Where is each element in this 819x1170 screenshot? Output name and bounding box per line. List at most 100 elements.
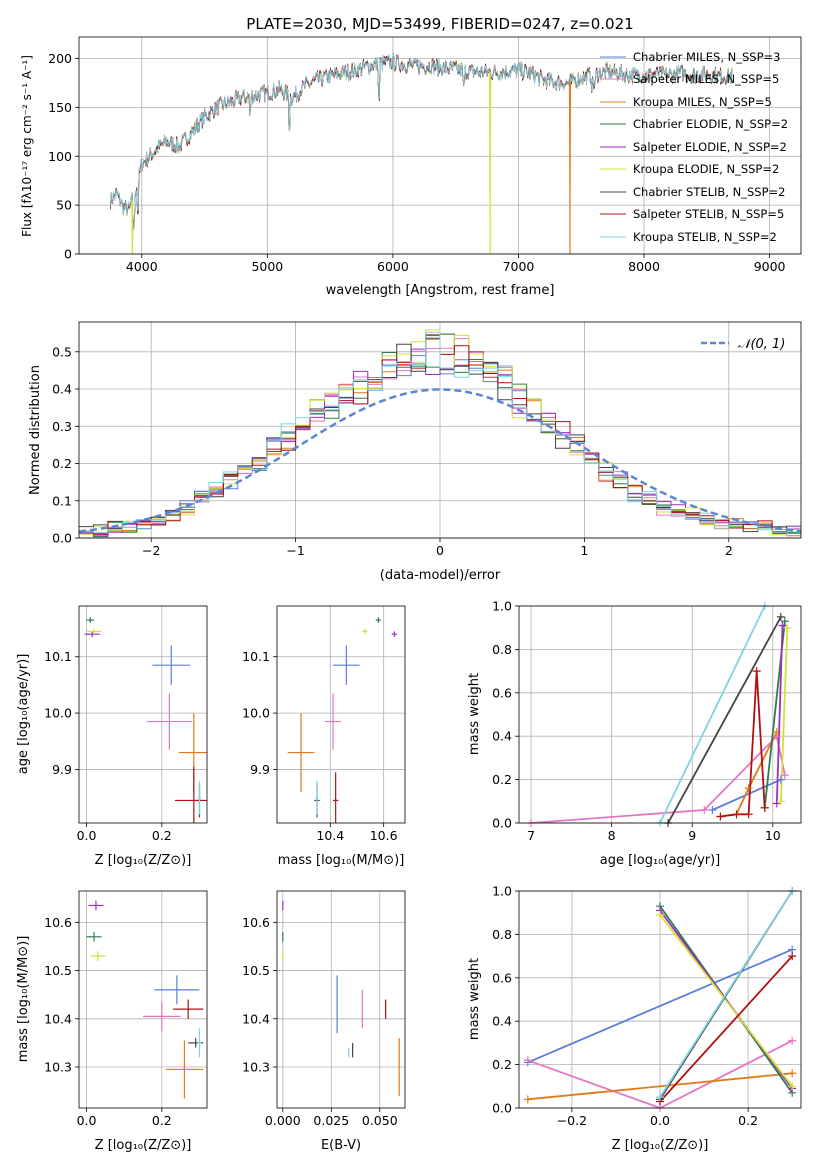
x-tick-label: 0.2 [152,828,172,843]
y-tick-label: 10.6 [242,915,270,930]
legend-item: Salpeter ELODIE, N_SSP=2 [600,140,787,154]
x-tick-label: 5000 [251,259,283,274]
legend-label: Kroupa MILES, N_SSP=5 [633,95,772,109]
y-tick-label: 0.4 [492,729,512,744]
weight-marker [752,667,761,676]
legend-item: Chabrier MILES, N_SSP=3 [600,50,780,64]
weight-line [527,1039,793,1108]
x-tick-label: 8000 [628,259,660,274]
spectrum-xlabel: wavelength [Angstrom, rest frame] [326,283,555,298]
x-tick-label: 2 [725,543,733,558]
x-tick-label: 0 [436,543,444,558]
weight-marker [788,952,797,961]
mass-ebv-xlabel: E(B-V) [321,1138,361,1153]
legend-label: Kroupa STELIB, N_SSP=2 [633,230,777,244]
weight-z-axes: −0.2 0.0 0.2 0.0 0.2 0.4 0.6 0.8 1.0 [492,884,801,1128]
y-tick-label: 10.0 [44,706,72,721]
x-tick-label: 0.0 [650,1113,670,1128]
y-tick-label: 1.0 [492,599,512,614]
weight-line [659,891,793,1098]
age-z-xlabel: Z [log₁₀(Z/Z⊙)] [95,853,192,868]
legend-item: Kroupa STELIB, N_SSP=2 [600,230,777,244]
legend-label-normal: 𝒩(0, 1) [738,337,785,352]
weight-age-xlabel: age [log₁₀(age/yr)] [600,853,721,868]
x-tick-label: 10.4 [316,828,344,843]
legend-item: Chabrier STELIB, N_SSP=2 [600,185,785,199]
weight-marker [732,810,741,819]
residuals-frame [78,321,802,539]
legend-label: Chabrier ELODIE, N_SSP=2 [633,117,788,131]
weight-marker [744,784,753,793]
weight-marker [776,612,785,621]
weight-marker [760,803,769,812]
x-tick-label: 0.2 [738,1113,758,1128]
weight-marker [772,727,781,736]
y-tick-label: 0.2 [52,456,72,471]
y-tick-label: 0.8 [492,927,512,942]
weight-marker [772,799,781,808]
y-tick-label: 0.2 [492,772,512,787]
weight-marker [656,1093,664,1102]
weight-marker [523,1056,532,1065]
y-tick-label: 0 [64,247,72,262]
residuals-xlabel: (data-model)/error [380,568,501,583]
mass-z-frame [78,890,208,1109]
x-tick-label: 0.025 [313,1113,349,1128]
age-mass-axes: 10.4 10.6 9.9 10.0 10.1 [242,606,405,843]
weight-marker [716,812,725,821]
y-tick-label: 0.1 [52,493,72,508]
weight-marker [780,771,789,780]
normal-curve [79,388,801,533]
mass-z-ylabel: mass [log₁₀(M/M⊙)] [16,936,31,1063]
residuals-ylabel: Normed distribution [28,365,43,495]
x-tick-label: 7 [527,828,535,843]
weight-z-frame [518,890,802,1109]
x-tick-label: 0.050 [362,1113,398,1128]
y-tick-label: 0.2 [492,1057,512,1072]
weight-marker [776,797,785,806]
weight-line [667,616,782,823]
weight-marker [788,1036,797,1045]
weight-marker [708,805,717,814]
legend-item: Salpeter STELIB, N_SSP=5 [600,207,784,221]
age-mass-frame [276,605,406,824]
y-tick-label: 10.1 [44,649,72,664]
weight-line [775,625,784,804]
y-tick-label: 9.9 [52,762,72,777]
x-tick-label: 9 [688,828,696,843]
x-tick-label: −0.2 [557,1113,587,1128]
y-tick-label: 10.4 [242,1011,270,1026]
mass-z-xlabel: Z [log₁₀(Z/Z⊙)] [95,1138,192,1153]
legend-item: Kroupa ELODIE, N_SSP=2 [600,162,779,176]
x-tick-label: 10.6 [370,828,398,843]
y-tick-label: 0.4 [52,382,72,397]
y-tick-label: 0.0 [492,816,512,831]
y-tick-label: 10.6 [44,915,72,930]
weight-age-frame [518,605,802,824]
x-tick-label: 9000 [754,259,786,274]
x-tick-label: 0.0 [77,828,97,843]
y-tick-label: 150 [48,100,72,115]
spectrum-ylabel: Flux [fλ10⁻¹⁷ erg cm⁻² s⁻¹ A⁻¹] [20,55,34,237]
y-tick-label: 0.4 [492,1014,512,1029]
y-tick-label: 50 [56,198,72,213]
x-tick-label: 6000 [377,259,409,274]
weight-marker [744,810,753,819]
y-tick-label: 0.8 [492,642,512,657]
spectrum-legend: Chabrier MILES, N_SSP=3 Salpeter MILES, … [600,50,788,244]
y-tick-label: 10.5 [44,963,72,978]
legend-label: Chabrier STELIB, N_SSP=2 [633,185,785,199]
weight-line [659,914,793,1087]
y-tick-label: 0.6 [492,685,512,700]
weight-line [780,627,789,802]
age-z-ylabel: age [log₁₀(age/yr)] [16,654,31,775]
mass-ebv-axes: 0.000 0.025 0.050 10.3 10.4 10.5 10.6 [242,891,405,1128]
legend-label: Salpeter ELODIE, N_SSP=2 [633,140,787,154]
y-tick-label: 0.0 [492,1101,512,1116]
x-tick-label: 10 [765,828,781,843]
weight-line [531,734,786,823]
y-tick-label: 100 [48,149,72,164]
weight-line [659,955,793,1103]
weight-marker [783,623,792,632]
x-tick-label: 0.0 [77,1113,97,1128]
